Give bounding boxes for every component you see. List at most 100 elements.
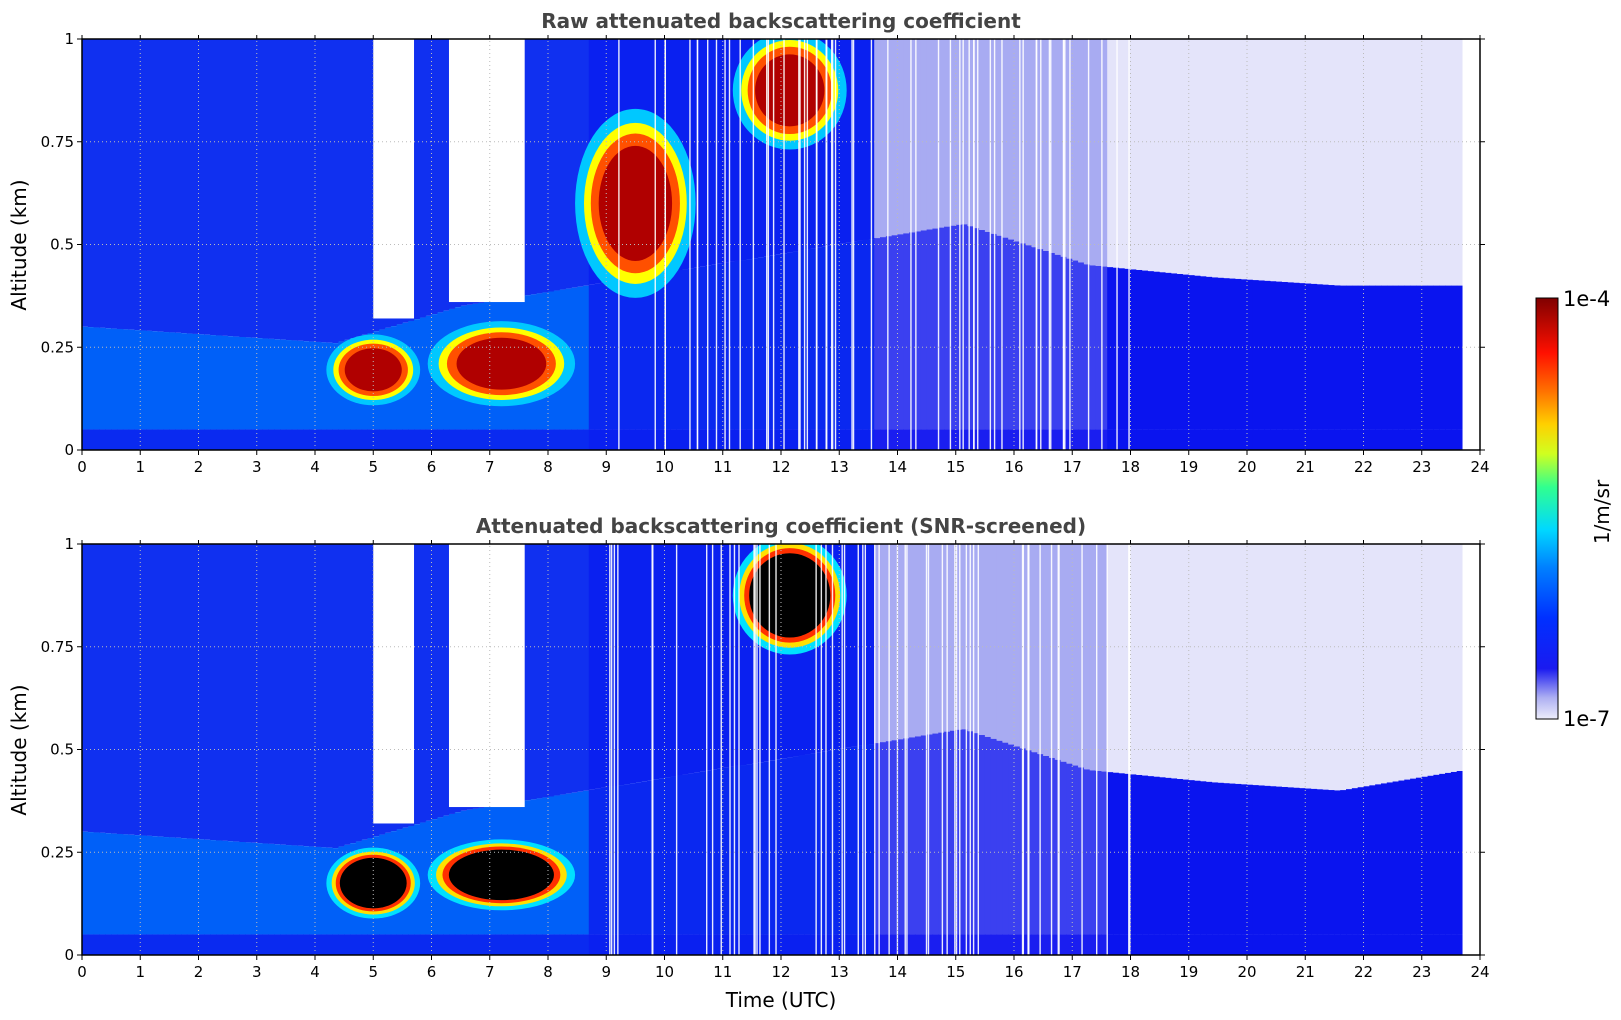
signal-column-upper: [763, 544, 770, 762]
signal-column-layer: [786, 252, 794, 430]
signal-column-layer: [635, 277, 642, 430]
signal-column-upper: [635, 544, 642, 783]
signal-column-layer: [1445, 772, 1452, 935]
signal-column-layer: [1351, 285, 1359, 430]
signal-column-layer: [1421, 285, 1429, 430]
signal-column-upper: [146, 544, 153, 836]
signal-column-upper: [530, 544, 537, 800]
signal-column-surface: [880, 429, 887, 450]
signal-column-surface: [239, 429, 246, 450]
signal-column-surface: [891, 429, 899, 450]
signal-column-surface: [128, 429, 136, 450]
signal-column-upper: [821, 544, 829, 752]
signal-column-surface: [681, 934, 689, 955]
signal-column-surface: [338, 934, 345, 955]
signal-column-upper: [163, 39, 170, 333]
signal-column-surface: [472, 429, 479, 450]
signal-column-surface: [821, 934, 829, 955]
dropout-line: [711, 544, 714, 955]
signal-column-surface: [1229, 934, 1236, 955]
signal-column-surface: [856, 429, 864, 450]
signal-column-layer: [210, 840, 217, 935]
signal-column-surface: [303, 934, 310, 955]
dropout-line: [1039, 544, 1041, 955]
signal-column-upper: [1316, 544, 1324, 790]
signal-column-layer: [82, 326, 89, 430]
signal-column-layer: [1369, 285, 1376, 430]
signal-column-upper: [1089, 39, 1097, 266]
signal-column-surface: [309, 934, 316, 955]
signal-column-layer: [629, 783, 636, 935]
signal-column-upper: [1375, 544, 1382, 785]
y-axis-label: Altitude (km): [7, 179, 31, 310]
signal-column-upper: [367, 544, 374, 838]
signal-column-surface: [617, 429, 625, 450]
signal-column-surface: [1252, 429, 1260, 450]
signal-column-upper: [285, 39, 293, 341]
signal-column-layer: [181, 333, 188, 430]
signal-column-layer: [1118, 773, 1126, 935]
signal-column-surface: [944, 429, 951, 450]
signal-column-upper: [157, 39, 165, 332]
signal-column-layer: [582, 285, 590, 430]
signal-column-layer: [198, 839, 205, 935]
signal-column-upper: [431, 544, 438, 820]
signal-column-surface: [1293, 934, 1301, 955]
signal-column-surface: [122, 934, 130, 955]
signal-column-surface: [658, 934, 666, 955]
signal-column-upper: [355, 39, 363, 337]
signal-column-upper: [1113, 39, 1120, 268]
signal-column-layer: [140, 330, 147, 430]
dropout-line: [1035, 39, 1037, 450]
signal-column-upper: [215, 544, 223, 841]
signal-column-upper: [1136, 39, 1143, 270]
signal-column-layer: [891, 235, 899, 430]
signal-column-upper: [1398, 39, 1405, 286]
signal-column-surface: [1439, 429, 1446, 450]
signal-column-surface: [210, 429, 217, 450]
signal-column-layer: [93, 832, 101, 935]
signal-column-surface: [664, 429, 671, 450]
signal-column-surface: [1107, 429, 1114, 450]
signal-column-upper: [909, 544, 916, 738]
signal-column-layer: [1276, 281, 1283, 430]
signal-column-layer: [1124, 268, 1132, 430]
signal-column-layer: [1008, 239, 1015, 430]
dropout-line: [707, 39, 709, 450]
signal-column-surface: [268, 934, 275, 955]
dropout-line: [904, 544, 906, 955]
signal-column-surface: [1124, 934, 1132, 955]
signal-column-surface: [349, 429, 357, 450]
signal-column-surface: [1188, 429, 1196, 450]
signal-column-surface: [134, 934, 141, 955]
signal-column-layer: [1252, 785, 1260, 935]
signal-column-layer: [996, 740, 1003, 935]
signal-column-upper: [1118, 544, 1126, 774]
dropout-line: [896, 544, 899, 955]
dropout-line: [1101, 39, 1103, 450]
signal-column-surface: [542, 429, 549, 450]
signal-column-upper: [979, 544, 986, 736]
signal-column-upper: [309, 39, 316, 342]
signal-column-surface: [1217, 934, 1225, 955]
signal-column-layer: [594, 283, 602, 430]
signal-column-layer: [1276, 786, 1283, 935]
signal-column-layer: [87, 327, 95, 430]
signal-column-upper: [1206, 544, 1213, 782]
signal-column-upper: [1264, 544, 1271, 786]
signal-column-upper: [338, 544, 345, 847]
signal-column-layer: [1433, 774, 1440, 935]
signal-column-surface: [1340, 429, 1347, 450]
signal-column-surface: [344, 429, 351, 450]
signal-column-upper: [1212, 39, 1219, 278]
signal-column-upper: [315, 39, 322, 342]
signal-column-upper: [1363, 544, 1370, 787]
signal-column-upper: [1194, 39, 1201, 276]
signal-column-surface: [472, 934, 479, 955]
signal-column-surface: [1200, 934, 1207, 955]
signal-column-surface: [961, 934, 968, 955]
signal-column-upper: [297, 39, 304, 341]
signal-column-surface: [1118, 429, 1126, 450]
signal-column-surface: [1194, 934, 1201, 955]
signal-column-layer: [594, 788, 602, 935]
